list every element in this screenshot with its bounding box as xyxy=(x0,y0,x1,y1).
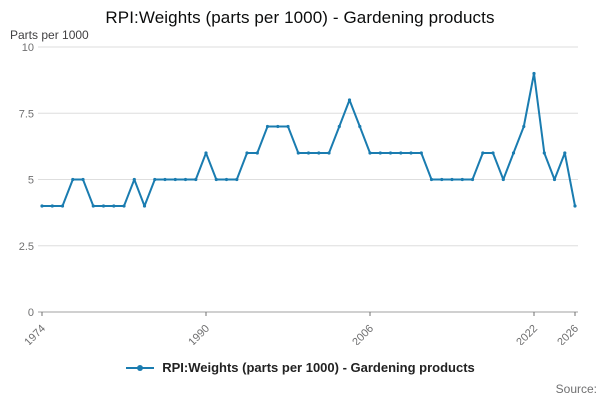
y-axis-label: Parts per 1000 xyxy=(10,28,89,42)
data-point xyxy=(429,177,434,182)
data-point xyxy=(306,151,311,155)
data-point xyxy=(470,177,475,182)
data-point xyxy=(255,151,259,155)
data-point xyxy=(71,177,75,182)
legend-line-icon xyxy=(126,364,155,371)
data-point xyxy=(296,151,300,155)
data-point xyxy=(388,151,393,155)
data-point xyxy=(419,151,423,155)
line-chart: 0 2.5 5 7.5 10 1974 1990 2006 2022 2026 xyxy=(19,42,581,345)
data-point xyxy=(101,204,106,208)
data-line xyxy=(41,72,576,207)
data-point xyxy=(153,177,157,182)
data-point xyxy=(368,151,372,155)
data-point xyxy=(522,124,526,129)
data-point xyxy=(378,151,382,155)
data-point xyxy=(81,177,85,182)
data-point xyxy=(317,151,321,155)
data-point xyxy=(481,151,485,155)
data-point xyxy=(132,177,136,182)
data-point xyxy=(491,151,495,155)
data-point xyxy=(163,177,167,182)
data-point xyxy=(235,177,239,182)
data-point xyxy=(399,151,403,155)
data-point xyxy=(440,177,444,182)
data-point xyxy=(214,177,218,182)
x-tick-label: 1990 xyxy=(186,323,212,345)
data-point xyxy=(501,177,505,182)
data-point xyxy=(194,177,198,182)
data-point xyxy=(511,151,516,155)
y-tick-label: 2.5 xyxy=(19,241,34,253)
data-point xyxy=(552,177,557,182)
data-point xyxy=(573,204,577,208)
data-point xyxy=(245,151,249,155)
legend: RPI:Weights (parts per 1000) - Gardening… xyxy=(0,360,600,375)
y-tick-label: 10 xyxy=(22,42,34,54)
data-point xyxy=(91,204,95,208)
x-tick-label: 2022 xyxy=(514,323,540,345)
data-point xyxy=(204,151,208,155)
data-point xyxy=(347,98,352,102)
legend-label: RPI:Weights (parts per 1000) - Gardening… xyxy=(162,360,475,375)
data-point xyxy=(224,177,229,182)
data-point xyxy=(265,124,270,129)
data-point xyxy=(542,151,546,155)
source-label: Source: xyxy=(555,382,597,396)
y-tick-label: 5 xyxy=(28,175,34,187)
data-point xyxy=(276,124,280,129)
x-tick-label: 2026 xyxy=(555,323,581,345)
data-point xyxy=(337,124,341,129)
x-tick-label: 2006 xyxy=(350,323,376,345)
data-point xyxy=(142,204,147,208)
data-point xyxy=(327,151,331,155)
data-point xyxy=(112,204,116,208)
data-point xyxy=(183,177,188,182)
data-point xyxy=(173,177,177,182)
data-point xyxy=(50,204,54,208)
data-point xyxy=(40,204,44,208)
data-point xyxy=(563,151,567,155)
data-point xyxy=(532,71,536,76)
y-tick-label: 0 xyxy=(28,307,34,319)
page-title: RPI:Weights (parts per 1000) - Gardening… xyxy=(105,8,495,27)
data-point xyxy=(122,204,126,208)
x-tick-label: 1974 xyxy=(22,323,48,345)
data-point xyxy=(460,177,464,182)
data-point xyxy=(450,177,454,182)
data-point xyxy=(60,204,65,208)
data-point xyxy=(409,151,413,155)
data-point xyxy=(358,124,362,129)
data-point xyxy=(286,124,290,129)
y-tick-label: 7.5 xyxy=(19,108,34,120)
